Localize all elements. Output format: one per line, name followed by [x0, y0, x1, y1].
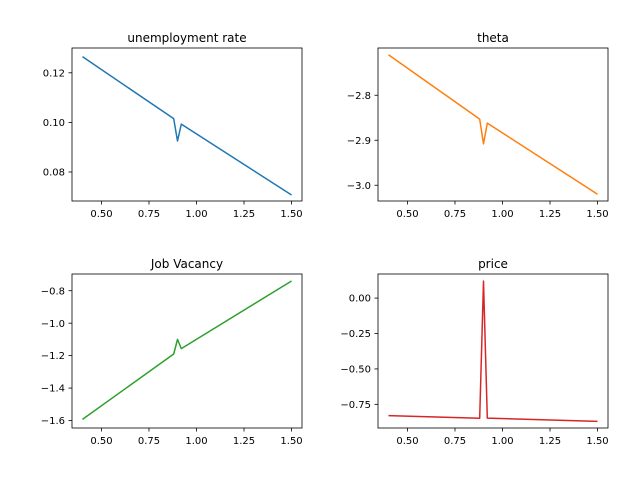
theta-y-tick-label: −2.8 — [347, 91, 371, 102]
subplot-price: 0.50 0.75 1.00 1.25 1.50 0.00 −0.25 −0.50 −0.75 p… — [340, 257, 608, 447]
job-vacancy-axes-frame — [71, 273, 303, 429]
job-vacancy-series-line — [82, 280, 292, 421]
unemployment-rate-x-tick-label: 1.00 — [185, 209, 207, 220]
unemployment-rate-x-tick-label: 1.25 — [233, 209, 255, 220]
theta-x-tick-label: 1.25 — [539, 209, 561, 220]
job-vacancy-x-tick-label: 0.50 — [90, 436, 112, 447]
unemployment-rate-y-tick-label: 0.08 — [43, 168, 65, 179]
price-y-tick-label: −0.75 — [340, 400, 371, 411]
price-x-tick-label: 0.75 — [444, 436, 466, 447]
price-y-tick-label: −0.25 — [340, 329, 371, 340]
unemployment-rate-axes-frame — [71, 47, 303, 202]
unemployment-rate-x-tick-label: 0.75 — [138, 209, 160, 220]
theta-title: theta — [477, 31, 509, 45]
theta-x-tick-label: 0.50 — [396, 209, 418, 220]
job-vacancy-y-tick-label: −1.4 — [41, 384, 65, 395]
job-vacancy-y-tick-label: −1.0 — [41, 319, 65, 330]
theta-y-tick-label: −2.9 — [347, 136, 371, 147]
unemployment-rate-x-tick-label: 0.50 — [90, 209, 112, 220]
price-x-tick-label: 1.50 — [586, 436, 608, 447]
theta-x-tick-label: 1.00 — [491, 209, 513, 220]
price-x-tick-label: 1.25 — [539, 436, 561, 447]
subplot-job-vacancy: 0.50 0.75 1.00 1.25 1.50 −0.8 −1.0 −1.2 −1.4 −1.6… — [41, 257, 303, 447]
subplot-unemployment-rate: 0.50 0.75 1.00 1.25 1.50 0.08 0.10 0.12 unemploy… — [43, 31, 303, 220]
job-vacancy-x-tick-label: 0.75 — [138, 436, 160, 447]
unemployment-rate-series-line — [82, 56, 292, 196]
theta-x-tick-label: 1.50 — [586, 209, 608, 220]
job-vacancy-y-tick-label: −1.6 — [41, 416, 65, 427]
job-vacancy-x-tick-label: 1.00 — [185, 436, 207, 447]
job-vacancy-y-tick-label: −1.2 — [41, 351, 65, 362]
unemployment-rate-y-tick-label: 0.10 — [43, 118, 65, 129]
theta-y-tick-label: −3.0 — [347, 181, 371, 192]
job-vacancy-title: Job Vacancy — [150, 257, 223, 271]
price-y-tick-label: −0.50 — [340, 365, 371, 376]
unemployment-rate-title: unemployment rate — [127, 31, 246, 45]
unemployment-rate-y-tick-label: 0.12 — [43, 68, 65, 79]
price-title: price — [478, 257, 508, 271]
price-series-line — [388, 280, 598, 423]
job-vacancy-x-tick-label: 1.25 — [233, 436, 255, 447]
price-axes-frame — [377, 273, 609, 429]
theta-series-line — [388, 54, 598, 195]
theta-x-tick-label: 0.75 — [444, 209, 466, 220]
theta-axes-frame — [377, 47, 609, 202]
price-x-tick-label: 0.50 — [396, 436, 418, 447]
price-x-tick-label: 1.00 — [491, 436, 513, 447]
job-vacancy-y-tick-label: −0.8 — [41, 286, 65, 297]
job-vacancy-x-tick-label: 1.50 — [280, 436, 302, 447]
price-y-tick-label: 0.00 — [349, 294, 371, 305]
subplot-theta: 0.50 0.75 1.00 1.25 1.50 −2.8 −2.9 −3.0 theta — [347, 31, 609, 220]
unemployment-rate-x-tick-label: 1.50 — [280, 209, 302, 220]
